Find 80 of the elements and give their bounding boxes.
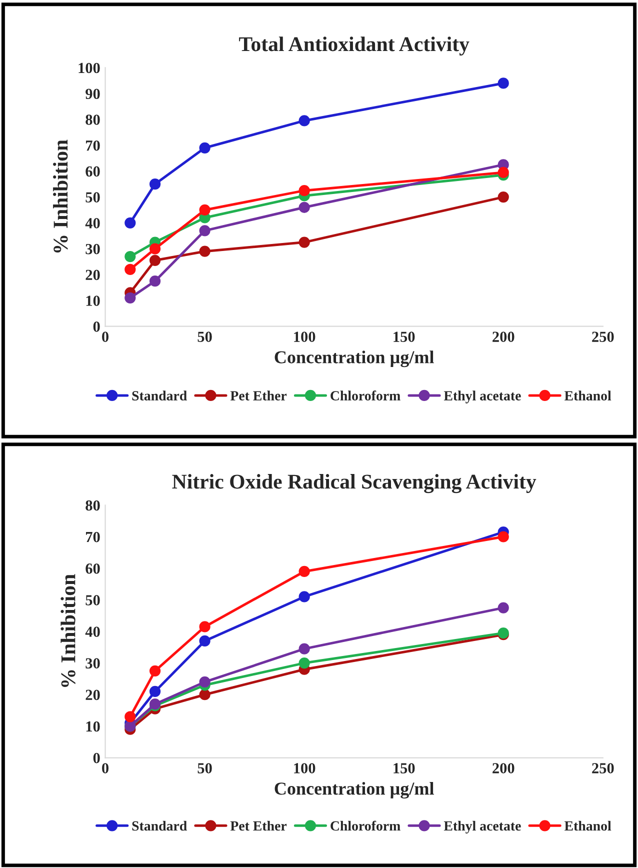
point	[149, 686, 161, 698]
point	[149, 665, 161, 676]
y-tick-label: 30	[86, 244, 100, 254]
x-tick-label: 150	[394, 763, 415, 774]
point	[498, 78, 509, 89]
y-tick-label: 0	[93, 322, 100, 332]
y-tick-label: 70	[86, 532, 100, 542]
y-tick-label: 60	[86, 563, 100, 574]
y-tick-label: 0	[93, 752, 100, 764]
point	[124, 292, 136, 304]
point	[149, 243, 161, 254]
point	[498, 191, 509, 203]
x-axis-title: Concentration µg/ml	[274, 782, 434, 799]
point	[298, 115, 310, 126]
point	[498, 602, 509, 614]
y-tick-label: 10	[86, 721, 100, 732]
legend-label: Ethyl acetate	[444, 390, 521, 404]
legend-label: Pet Ether	[230, 390, 287, 400]
point	[124, 711, 136, 722]
y-tick-label: 80	[86, 114, 100, 125]
x-tick-label: 200	[492, 332, 514, 342]
point	[298, 185, 310, 196]
y-axis-title: % Inhibition	[60, 574, 76, 687]
x-tick-label: 50	[198, 332, 212, 342]
x-tick-label: 0	[102, 332, 109, 342]
y-tick-label: 50	[86, 192, 100, 202]
y-tick-label: 90	[86, 88, 100, 100]
point	[199, 689, 210, 700]
point	[298, 591, 310, 602]
point	[298, 236, 310, 248]
point	[498, 531, 509, 542]
legend-label: Ethanol	[564, 390, 612, 400]
y-tick-label: 100	[78, 62, 100, 74]
legend-label: Pet Ether	[230, 820, 287, 831]
legend-label: Chloroform	[330, 820, 400, 831]
point	[199, 621, 210, 632]
x-tick-label: 250	[592, 763, 614, 774]
chart-title: Nitric Oxide Radical Scavenging Activity	[172, 474, 536, 494]
y-tick-label: 20	[86, 270, 100, 280]
point	[298, 202, 310, 213]
x-tick-label: 100	[294, 763, 316, 774]
x-tick-label: 150	[394, 332, 415, 342]
legend-label: Ethanol	[564, 820, 612, 831]
x-tick-label: 0	[102, 763, 109, 774]
legend-label: Standard	[132, 390, 187, 400]
point	[124, 250, 136, 262]
y-tick-label: 60	[86, 166, 100, 177]
point	[124, 264, 136, 276]
x-tick-label: 250	[592, 332, 614, 342]
point	[298, 566, 310, 578]
x-tick-label: 100	[294, 332, 316, 342]
point	[124, 217, 136, 228]
y-tick-label: 40	[85, 626, 100, 637]
point	[498, 166, 509, 178]
legend-label: Standard	[132, 820, 187, 831]
y-tick-label: 80	[86, 500, 100, 511]
y-tick-label: 10	[86, 296, 100, 306]
x-axis-title: Concentration µg/ml	[274, 350, 434, 368]
y-tick-label: 40	[85, 218, 100, 228]
legend-label: Ethyl acetate	[444, 820, 521, 834]
y-tick-label: 50	[86, 595, 100, 606]
point	[199, 225, 210, 236]
y-tick-label: 20	[86, 690, 100, 700]
x-tick-label: 200	[492, 763, 514, 774]
x-tick-label: 50	[198, 763, 212, 774]
y-tick-label: 30	[86, 658, 100, 668]
point	[298, 657, 310, 669]
point	[199, 246, 210, 257]
legend-label: Chloroform	[330, 390, 400, 400]
chart-title: Total Antioxidant Activity	[239, 36, 470, 56]
y-axis-title: % Inhibition	[53, 140, 68, 253]
point	[298, 643, 310, 654]
point	[199, 142, 210, 154]
point	[149, 276, 161, 287]
y-tick-label: 70	[86, 140, 100, 151]
point	[199, 676, 210, 688]
point	[199, 635, 210, 646]
point	[149, 178, 161, 190]
point	[199, 204, 210, 216]
point	[149, 254, 161, 266]
